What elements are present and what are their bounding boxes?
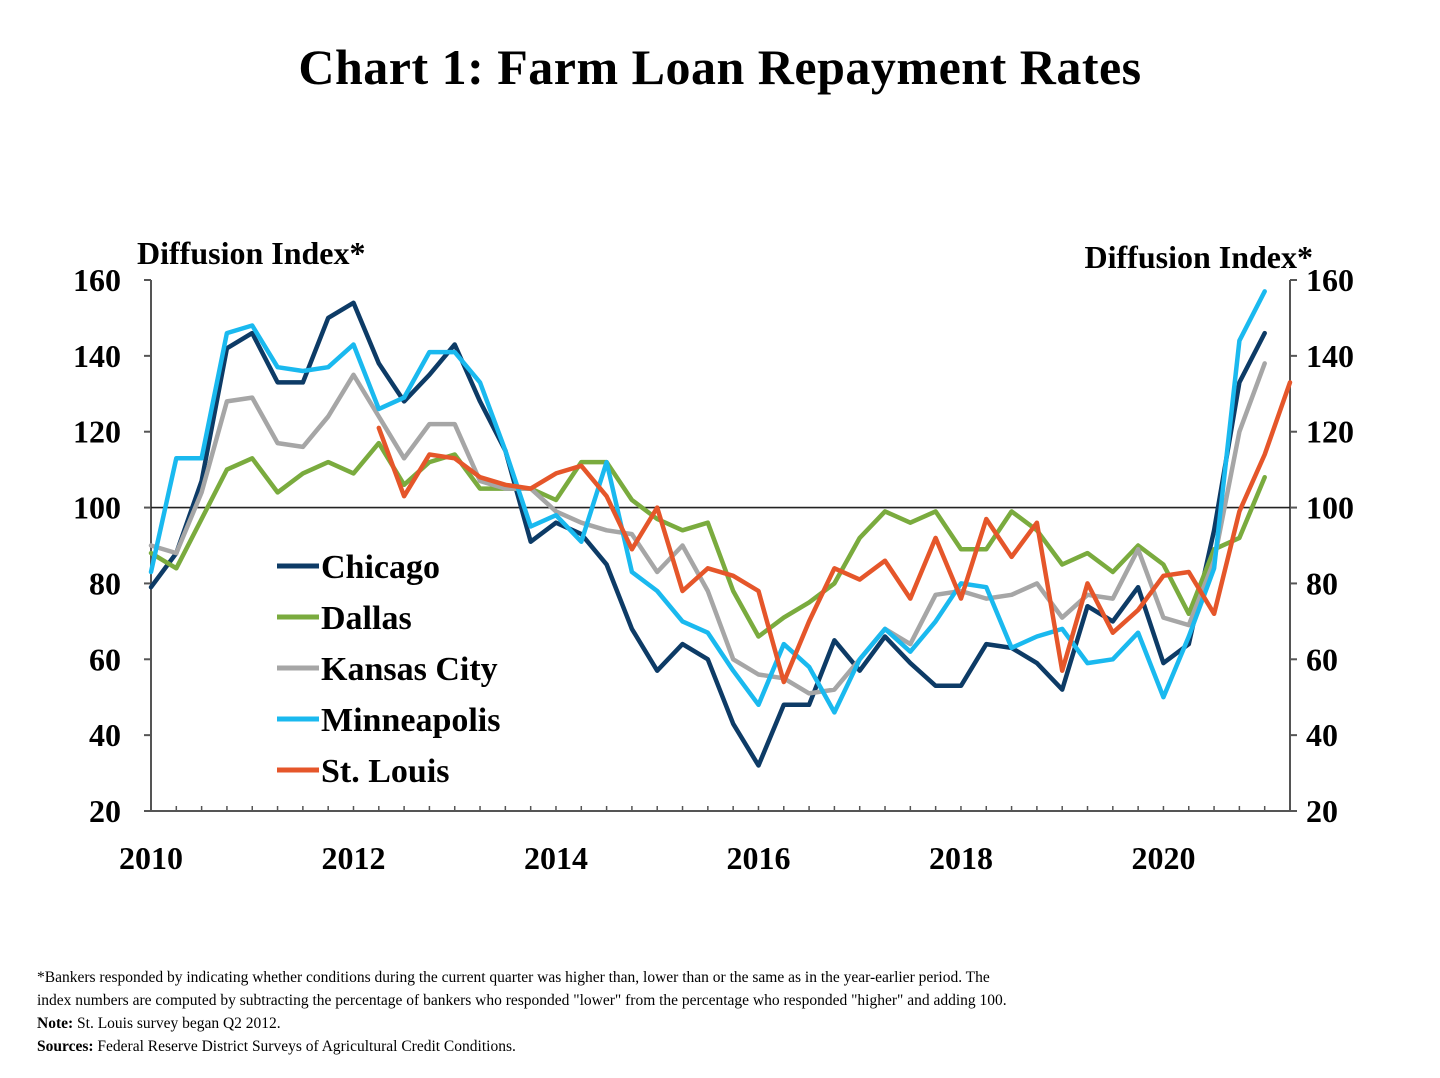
y-axis-title-left: Diffusion Index*: [137, 235, 366, 271]
series-line-minneapolis: [148, 289, 1267, 715]
x-tick-label: 2014: [524, 840, 588, 876]
legend-label-st-louis: St. Louis: [321, 753, 450, 790]
chart-title: Chart 1: Farm Loan Repayment Rates: [298, 39, 1142, 95]
y-tick-label-left: 160: [73, 262, 121, 298]
legend-label-kansas-city: Kansas City: [321, 651, 498, 688]
legend-label-chicago: Chicago: [321, 549, 440, 586]
note-line: Note: St. Louis survey began Q2 2012.: [37, 1012, 1417, 1035]
series-line-st-louis: [376, 380, 1293, 685]
series-line-chicago: [148, 300, 1267, 768]
y-tick-label-right: 140: [1306, 338, 1354, 374]
note-label: Note:: [37, 1015, 74, 1032]
sources-line: Sources: Federal Reserve District Survey…: [37, 1035, 1417, 1058]
series-line-dallas: [148, 440, 1267, 639]
y-tick-label-right: 120: [1306, 414, 1354, 450]
legend-label-dallas: Dallas: [321, 600, 412, 637]
sources-label: Sources:: [37, 1038, 94, 1055]
footnotes: *Bankers responded by indicating whether…: [37, 966, 1417, 1058]
y-tick-label-right: 20: [1306, 793, 1338, 829]
y-tick-label-left: 60: [89, 641, 121, 677]
y-tick-label-right: 160: [1306, 262, 1354, 298]
y-tick-label-left: 20: [89, 793, 121, 829]
y-tick-label-right: 40: [1306, 717, 1338, 753]
x-tick-label: 2018: [929, 840, 993, 876]
y-tick-label-left: 100: [73, 490, 121, 526]
series-line-kansas-city: [148, 361, 1267, 696]
y-axis-title-right: Diffusion Index*: [1085, 239, 1314, 275]
sources-text: Federal Reserve District Surveys of Agri…: [93, 1038, 516, 1055]
x-tick-label: 2016: [726, 840, 790, 876]
y-tick-label-left: 80: [89, 565, 121, 601]
footnote-line-2: index numbers are computed by subtractin…: [37, 992, 1007, 1009]
legend-label-minneapolis: Minneapolis: [321, 702, 500, 739]
x-tick-label: 2020: [1131, 840, 1195, 876]
y-tick-label-left: 140: [73, 338, 121, 374]
x-tick-label: 2010: [119, 840, 183, 876]
y-tick-label-right: 80: [1306, 565, 1338, 601]
y-tick-label-right: 100: [1306, 490, 1354, 526]
y-tick-label-right: 60: [1306, 641, 1338, 677]
y-tick-label-left: 120: [73, 414, 121, 450]
x-tick-label: 2012: [321, 840, 385, 876]
note-text: St. Louis survey began Q2 2012.: [73, 1015, 281, 1032]
footnote-line-1: *Bankers responded by indicating whether…: [37, 969, 990, 986]
y-tick-label-left: 40: [89, 717, 121, 753]
